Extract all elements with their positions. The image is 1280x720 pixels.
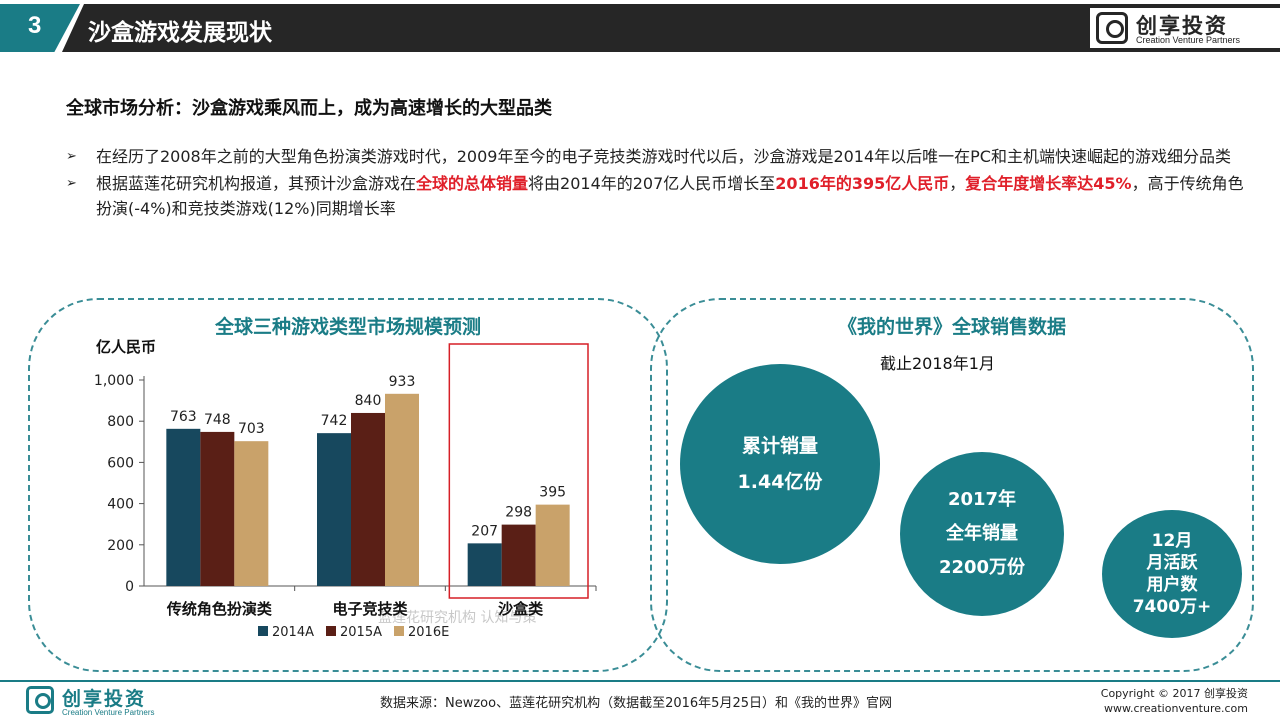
data-source-note: 数据来源：Newzoo、蓝莲花研究机构（数据截至2016年5月25日）和《我的世… [380,696,892,711]
stat-circle-mau: 12月 月活跃 用户数 7400万+ [1102,510,1242,638]
bar-data-label: 207 [471,523,498,539]
x-category-label: 传统角色扮演类 [166,600,273,618]
bar-data-label: 763 [170,409,197,425]
legend-swatch-2015A [326,626,336,636]
bar-2016E [535,504,570,586]
footer-logo-text-cn: 创享投资 [62,688,147,710]
bullet-item: ➢ 根据蓝莲花研究机构报道，其预计沙盒游戏在全球的总体销量将由2014年的207亿… [66,171,1256,221]
chart-watermark: 蓝莲花研究机构 认知与策 [378,609,536,626]
x-category-label: 沙盒类 [498,600,544,618]
chart-panel [28,298,668,672]
y-tick-label: 600 [107,455,134,471]
stat-value: 1.44亿份 [737,471,823,493]
y-tick-label: 0 [125,579,134,595]
legend-label: 2014A [272,625,314,640]
stats-panel-title: 《我的世界》全球销售数据 [837,316,1066,338]
stat-label: 12月 [1151,531,1193,551]
copyright-block: Copyright © 2017 创享投资 www.creationventur… [1101,686,1248,716]
legend-swatch-2016E [394,626,404,636]
highlight-box [448,343,589,599]
bar-data-label: 298 [505,505,532,521]
bar-data-label: 703 [238,421,265,437]
bullet-arrow-icon: ➢ [66,176,77,191]
bar-data-label: 395 [539,485,566,501]
website-link[interactable]: www.creationventure.com [1104,702,1248,715]
bar-data-label: 742 [321,413,348,429]
legend-swatch-2014A [258,626,268,636]
highlighted-text: 复合年度增长率达45% [965,174,1132,193]
logo-text-cn: 创享投资 [1136,14,1228,38]
stat-value: 2200万份 [938,557,1026,578]
section-subtitle: 全球市场分析：沙盒游戏乘风而上，成为高速增长的大型品类 [66,98,552,119]
legend-label: 2016E [408,625,449,640]
logo-icon [1096,12,1128,44]
bar-2014A [317,433,351,586]
footer-logo-icon [26,686,54,714]
footer-logo-text-en: Creation Venture Partners [62,708,155,717]
bullet-arrow-icon: ➢ [66,149,77,164]
bar-data-label: 748 [204,412,231,428]
chart-panel-title: 全球三种游戏类型市场规模预测 [214,316,481,338]
header-bar: 3 沙盒游戏发展现状 创享投资 Creation Venture Partner… [0,0,1280,58]
bullet-text: 根据蓝莲花研究机构报道，其预计沙盒游戏在 [96,174,417,193]
y-tick-label: 800 [107,414,134,430]
stat-label: 用户数 [1146,575,1198,595]
stat-label: 2017年 [947,489,1017,510]
section-number: 3 [28,12,42,39]
bar-2014A [166,428,201,586]
y-tick-label: 200 [107,538,134,554]
highlighted-text: 全球的总体销量 [416,174,529,193]
bullet-text: ， [949,174,966,193]
bullet-list: ➢ 在经历了2008年之前的大型角色扮演类游戏时代，2009年至今的电子竞技类游戏… [66,144,1256,223]
footer-logo: 创享投资 Creation Venture Partners [26,686,186,720]
copyright-text: Copyright © 2017 创享投资 [1100,687,1248,700]
bullet-text: ，高于传统角色扮演(-4%)和竞技类游戏(12%)同期增长率 [96,174,1244,218]
bar-2016E [234,441,269,586]
legend-label: 2015A [340,625,382,640]
highlighted-text: 2016年的395亿人民币 [775,174,950,193]
footer-divider [0,680,1280,682]
bar-2015A [351,412,385,586]
bar-2015A [501,524,536,586]
y-tick-label: 400 [107,497,134,513]
y-axis-unit-label: 亿人民币 [96,338,156,356]
bar-data-label: 840 [355,393,382,409]
company-logo: 创享投资 Creation Venture Partners [1090,8,1280,48]
header-background [62,4,1280,52]
bar-data-label: 933 [389,374,416,390]
stat-value: 7400万+ [1132,597,1212,617]
stat-circle-2017-sales: 2017年 全年销量 2200万份 [900,452,1064,616]
bar-2016E [385,393,419,586]
logo-text-en: Creation Venture Partners [1136,35,1241,45]
page-title: 沙盒游戏发展现状 [88,20,272,46]
bullet-text: 将由2014年的207亿人民币增长至 [528,174,776,193]
bar-2015A [200,431,235,586]
as-of-date: 截止2018年1月 [880,354,995,373]
stat-label: 月活跃 [1146,553,1198,573]
stats-panel [650,298,1254,672]
bullet-text: 在经历了2008年之前的大型角色扮演类游戏时代，2009年至今的电子竞技类游戏时… [96,147,1231,166]
stat-circle-total-sales: 累计销量 1.44亿份 [680,364,880,564]
x-category-label: 电子竞技类 [332,600,408,618]
stat-label: 全年销量 [946,523,1018,544]
bar-2014A [467,543,502,586]
bullet-item: ➢ 在经历了2008年之前的大型角色扮演类游戏时代，2009年至今的电子竞技类游戏… [66,144,1256,169]
stat-label: 累计销量 [741,435,818,457]
y-tick-label: 1,000 [94,373,134,389]
